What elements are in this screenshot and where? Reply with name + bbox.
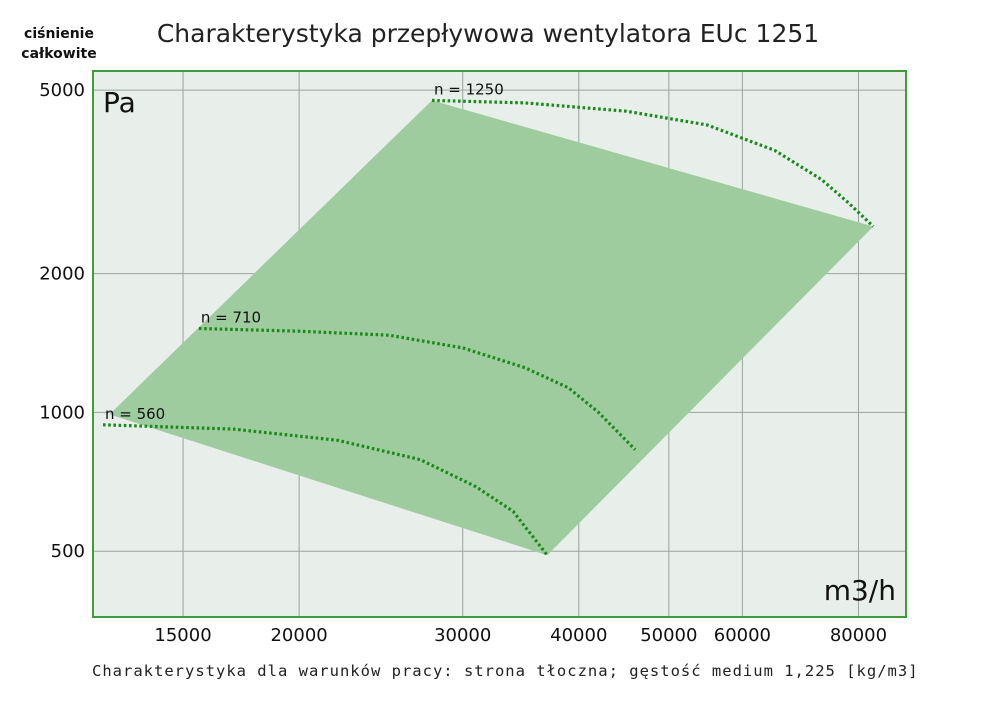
y-tick-label: 1000	[39, 402, 85, 423]
x-tick-label: 60000	[714, 625, 771, 646]
x-tick-label: 15000	[154, 625, 211, 646]
speed-curve-label: n = 560	[105, 405, 165, 423]
operating-region	[109, 100, 874, 556]
speed-curve-2	[198, 326, 637, 451]
y-tick-label: 500	[51, 541, 85, 562]
y-axis-label-line-2: całkowite	[21, 46, 96, 62]
speed-curve-3	[431, 98, 875, 228]
x-tick-label: 30000	[434, 625, 491, 646]
footnote: Charakterystyka dla warunków pracy: stro…	[92, 662, 919, 680]
speed-curve-label: n = 1250	[434, 80, 504, 98]
y-axis-tick-labels: 500 1000 2000 5000	[39, 80, 85, 562]
x-tick-label: 20000	[270, 625, 327, 646]
plot-frame	[92, 70, 907, 618]
speed-curve-label: n = 710	[201, 309, 261, 327]
x-tick-label: 40000	[550, 625, 607, 646]
speed-curve-1	[102, 423, 549, 557]
y-axis-label-line-1: ciśnienie	[24, 26, 94, 42]
x-tick-label: 80000	[830, 625, 887, 646]
curve-labels: n = 560 n = 710 n = 1250	[105, 80, 504, 422]
y-unit-label: Pa	[103, 86, 136, 119]
y-tick-label: 2000	[39, 264, 85, 285]
y-tick-label: 5000	[39, 80, 85, 101]
x-unit-label: m3/h	[824, 574, 896, 607]
chart-title: Charakterystyka przepływowa wentylatora …	[157, 19, 819, 48]
speed-curves	[102, 98, 875, 557]
x-axis-tick-labels: 15000 20000 30000 40000 50000 60000 80000	[154, 625, 887, 646]
x-tick-label: 50000	[640, 625, 697, 646]
